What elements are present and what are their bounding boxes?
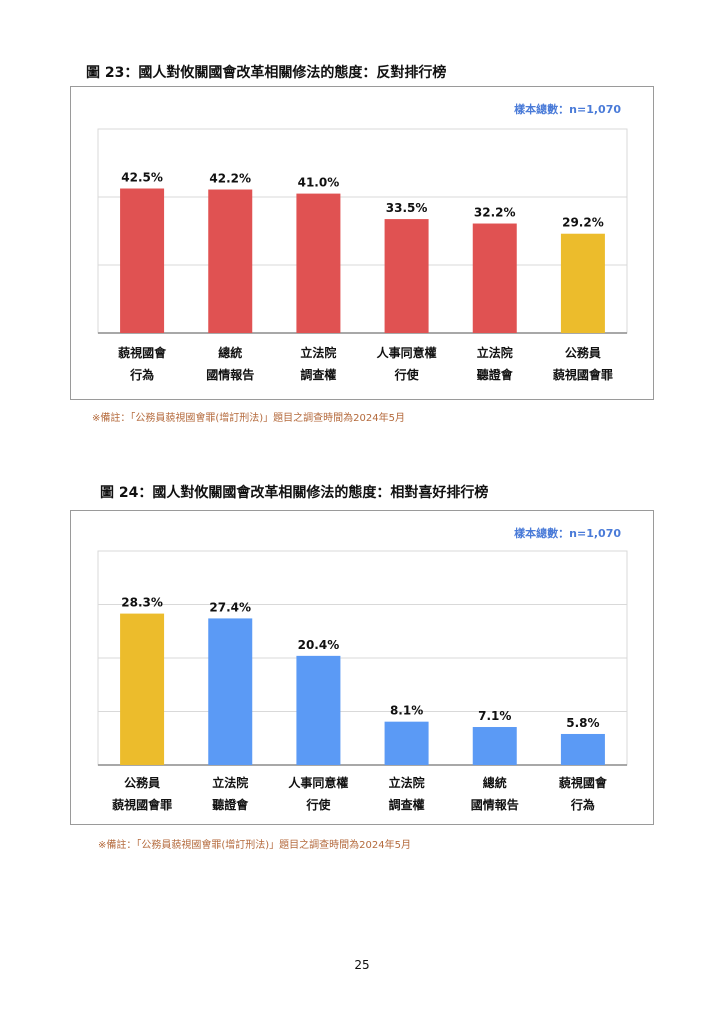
figure-24-note: ※備註：「公務員藐視國會罪(增訂刑法)」題目之調查時間為2024年5月 (98, 840, 411, 851)
category-label: 聽證會 (212, 797, 249, 812)
data-label: 7.1% (478, 709, 511, 723)
data-label: 41.0% (298, 176, 340, 190)
data-label: 32.2% (474, 206, 516, 220)
data-label: 33.5% (386, 201, 428, 215)
category-label: 人事同意權 (377, 345, 437, 360)
bar (560, 233, 605, 333)
bar (296, 193, 341, 333)
figure-23-sample-size: 樣本總數：n=1,070 (514, 103, 621, 116)
data-label: 42.2% (209, 172, 251, 186)
plot-area (97, 128, 628, 334)
category-label: 總統 (218, 345, 242, 360)
data-label: 27.4% (209, 600, 251, 614)
category-label: 公務員 (124, 775, 160, 790)
category-label: 行為 (570, 797, 595, 812)
category-label: 調查權 (300, 367, 336, 382)
category-label: 藐視國會 (559, 775, 608, 790)
bar (384, 219, 429, 333)
figure-24-chart-box: 樣本總數：n=1,070 28.3% 公務員藐視國會罪 27.4% 立法院聽證會 20.… (70, 510, 654, 825)
category-label: 行使 (394, 367, 420, 382)
category-label: 立法院 (477, 345, 513, 360)
data-label: 8.1% (390, 704, 423, 718)
category-label: 總統 (483, 775, 507, 790)
bar (208, 618, 253, 765)
figure-24-title: 圖 24：國人對攸關國會改革相關修法的態度：相對喜好排行榜 (100, 485, 489, 501)
category-label: 公務員 (565, 345, 601, 360)
bar (472, 727, 517, 765)
category-label: 立法院 (389, 775, 425, 790)
category-label: 藐視國會罪 (112, 797, 172, 812)
bar (472, 223, 517, 333)
category-label: 藐視國會罪 (553, 367, 613, 382)
category-label: 調查權 (389, 797, 425, 812)
bar (120, 188, 165, 333)
figure-23-title: 圖 23：國人對攸關國會改革相關修法的態度：反對排行榜 (86, 65, 447, 81)
category-label: 立法院 (212, 775, 248, 790)
category-label: 聽證會 (477, 367, 514, 382)
category-label: 立法院 (300, 345, 336, 360)
page-number: 25 (354, 958, 370, 972)
figure-24-sample-size: 樣本總數：n=1,070 (514, 527, 621, 540)
bar (208, 189, 253, 333)
data-label: 5.8% (566, 716, 599, 730)
data-label: 29.2% (562, 216, 604, 230)
data-label: 42.5% (121, 171, 163, 185)
category-label: 人事同意權 (288, 775, 348, 790)
category-label: 國情報告 (471, 797, 519, 812)
figure-23-chart-box: 樣本總數：n=1,070 42.5% 藐視國會行為 42.2% 總統國情報告 41.0%… (70, 86, 654, 400)
category-label: 行為 (129, 367, 154, 382)
category-label: 行使 (305, 797, 331, 812)
data-label: 28.3% (121, 596, 163, 610)
bar (296, 655, 341, 765)
bar (384, 721, 429, 765)
category-label: 藐視國會 (118, 345, 167, 360)
category-label: 國情報告 (206, 367, 254, 382)
bar (120, 613, 165, 765)
data-label: 20.4% (298, 638, 340, 652)
bar (560, 733, 605, 765)
figure-23-note: ※備註：「公務員藐視國會罪(增訂刑法)」題目之調查時間為2024年5月 (92, 413, 405, 424)
